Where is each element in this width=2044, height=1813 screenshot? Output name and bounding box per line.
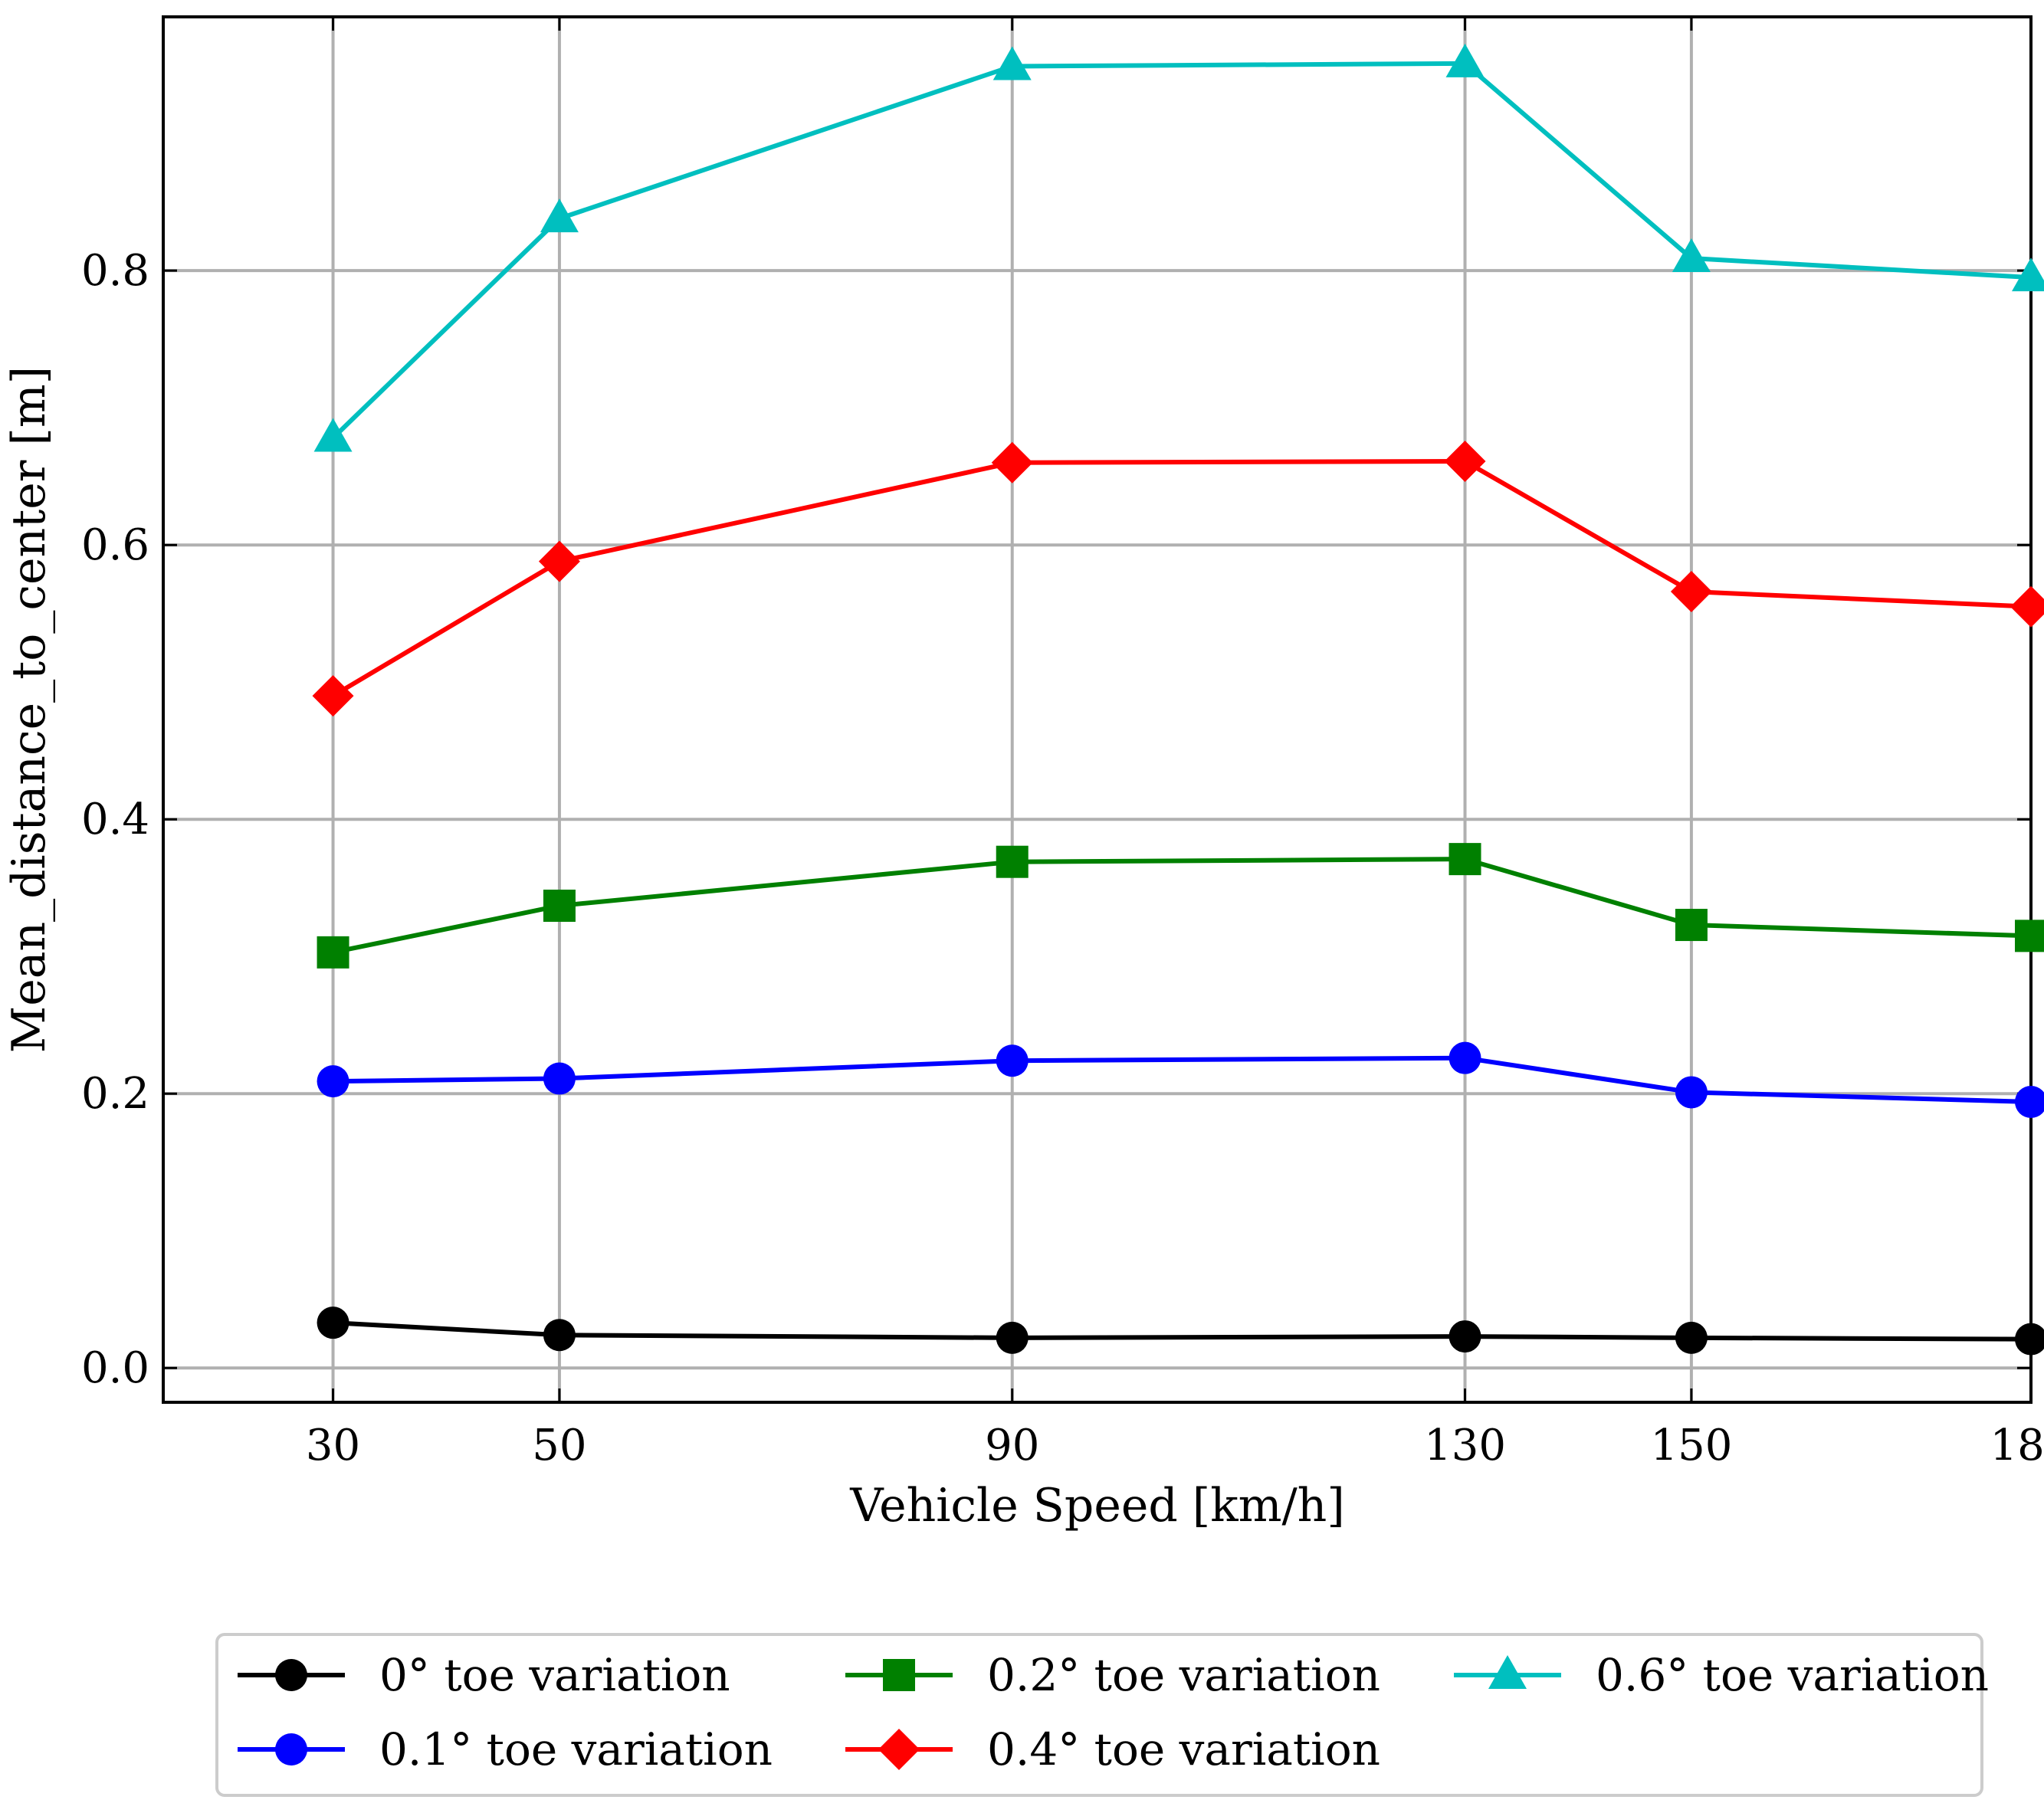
series-2 bbox=[317, 843, 2044, 969]
data-point bbox=[996, 1044, 1029, 1077]
x-tick-label: 180 bbox=[1990, 1421, 2044, 1470]
y-tick-label: 0.6 bbox=[81, 520, 149, 570]
legend-marker bbox=[275, 1659, 307, 1691]
data-point bbox=[2015, 1323, 2044, 1356]
data-point bbox=[991, 441, 1033, 484]
data-point bbox=[1445, 43, 1485, 77]
legend-label: 0.2° toe variation bbox=[987, 1649, 1380, 1701]
y-tick-label: 0.0 bbox=[81, 1343, 149, 1393]
data-point bbox=[317, 1065, 349, 1098]
series-line bbox=[331, 61, 2032, 440]
data-point bbox=[317, 1306, 349, 1339]
data-point bbox=[996, 1321, 1029, 1354]
x-tick-label: 30 bbox=[306, 1421, 360, 1470]
data-point bbox=[543, 1319, 576, 1352]
data-point bbox=[2015, 1085, 2044, 1118]
data-point bbox=[1449, 1320, 1481, 1353]
data-point bbox=[543, 1062, 576, 1095]
legend-item: 0.4° toe variation bbox=[845, 1723, 1380, 1775]
tick-labels: 30 50 90 130 150 180 0.0 0.2 0.4 0.6 0.8 bbox=[81, 246, 2044, 1470]
series-0 bbox=[317, 1306, 2044, 1356]
data-point bbox=[540, 198, 579, 233]
x-tick-label: 90 bbox=[985, 1421, 1039, 1470]
legend-marker bbox=[275, 1733, 307, 1765]
series-3 bbox=[312, 440, 2044, 717]
series-line bbox=[332, 458, 2032, 698]
data-point bbox=[996, 845, 1029, 878]
legend-item: 0.2° toe variation bbox=[845, 1649, 1380, 1701]
data-point bbox=[1675, 1321, 1708, 1354]
legend-marker bbox=[883, 1659, 915, 1691]
legend-item: 0.6° toe variation bbox=[1454, 1649, 1989, 1701]
data-point bbox=[2015, 920, 2044, 952]
data-point bbox=[1675, 909, 1708, 942]
series-layer bbox=[312, 43, 2044, 1356]
series-line bbox=[333, 1055, 2032, 1104]
y-axis-label: Mean_distance_to_center [m] bbox=[2, 366, 56, 1053]
data-point bbox=[1670, 571, 1712, 613]
grid-lines bbox=[163, 17, 2033, 1402]
series-1 bbox=[317, 1041, 2044, 1118]
x-tick-label: 50 bbox=[532, 1421, 586, 1470]
data-point bbox=[312, 675, 354, 717]
data-point bbox=[1444, 440, 1486, 482]
legend: 0° toe variation 0.1° toe variation 0.2° t… bbox=[215, 1633, 1989, 1797]
plot-area bbox=[162, 15, 2033, 1404]
legend-item: 0.1° toe variation bbox=[238, 1723, 773, 1775]
legend-item: 0° toe variation bbox=[238, 1649, 730, 1701]
legend-marker bbox=[878, 1729, 920, 1770]
series-line bbox=[332, 857, 2032, 955]
axis-ticks bbox=[163, 17, 2033, 1402]
data-point bbox=[538, 540, 580, 582]
data-point bbox=[992, 46, 1032, 80]
legend-label: 0.4° toe variation bbox=[987, 1723, 1380, 1775]
legend-label: 0.6° toe variation bbox=[1596, 1649, 1989, 1701]
data-point bbox=[2010, 585, 2044, 628]
y-tick-label: 0.8 bbox=[81, 246, 149, 296]
data-point bbox=[2012, 257, 2044, 292]
legend-label: 0° toe variation bbox=[379, 1649, 730, 1701]
legend-label: 0.1° toe variation bbox=[379, 1723, 773, 1775]
x-tick-label: 150 bbox=[1650, 1421, 1732, 1470]
y-tick-label: 0.2 bbox=[81, 1069, 149, 1119]
data-point bbox=[1449, 843, 1481, 876]
data-point bbox=[1672, 238, 1711, 273]
x-axis-label: Vehicle Speed [km/h] bbox=[849, 1479, 1344, 1533]
data-point bbox=[1675, 1076, 1708, 1109]
data-point bbox=[317, 936, 349, 969]
data-point bbox=[313, 418, 353, 452]
legend-marker bbox=[1488, 1655, 1527, 1689]
data-point bbox=[1449, 1041, 1481, 1074]
series-line bbox=[333, 1320, 2032, 1342]
y-tick-label: 0.4 bbox=[81, 795, 149, 844]
x-tick-label: 130 bbox=[1424, 1421, 1506, 1470]
series-4 bbox=[313, 43, 2044, 452]
data-point bbox=[543, 889, 576, 922]
